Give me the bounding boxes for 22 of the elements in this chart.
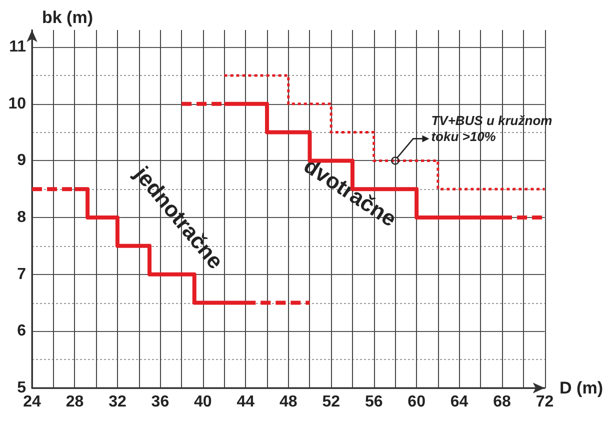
x-tick-label: 60 — [408, 394, 426, 410]
y-tick-label: 5 — [17, 380, 26, 396]
y-tick-label: 10 — [8, 95, 26, 112]
x-tick-label: 24 — [23, 394, 41, 410]
x-axis-title: D (m) — [560, 378, 604, 398]
x-tick-label: 28 — [66, 394, 84, 410]
x-tick-label: 68 — [493, 394, 512, 410]
y-tick-label: 7 — [17, 266, 26, 283]
x-tick-label: 52 — [322, 394, 340, 410]
x-tick-label: 36 — [151, 394, 170, 410]
x-tick-label: 48 — [279, 394, 298, 410]
x-tick-label: 56 — [364, 394, 383, 410]
y-tick-label: 9 — [17, 152, 26, 170]
y-tick-label: 8 — [17, 209, 26, 226]
y-tick-label: 11 — [9, 38, 26, 56]
y-tick-label: 6 — [17, 322, 26, 340]
y-axis-title: bk (m) — [42, 8, 93, 27]
x-tick-label: 44 — [236, 394, 255, 410]
x-tick-label: 72 — [536, 394, 554, 410]
x-tick-label: 32 — [108, 394, 126, 410]
x-tick-label: 64 — [450, 394, 468, 410]
x-tick-label: 40 — [194, 394, 212, 410]
